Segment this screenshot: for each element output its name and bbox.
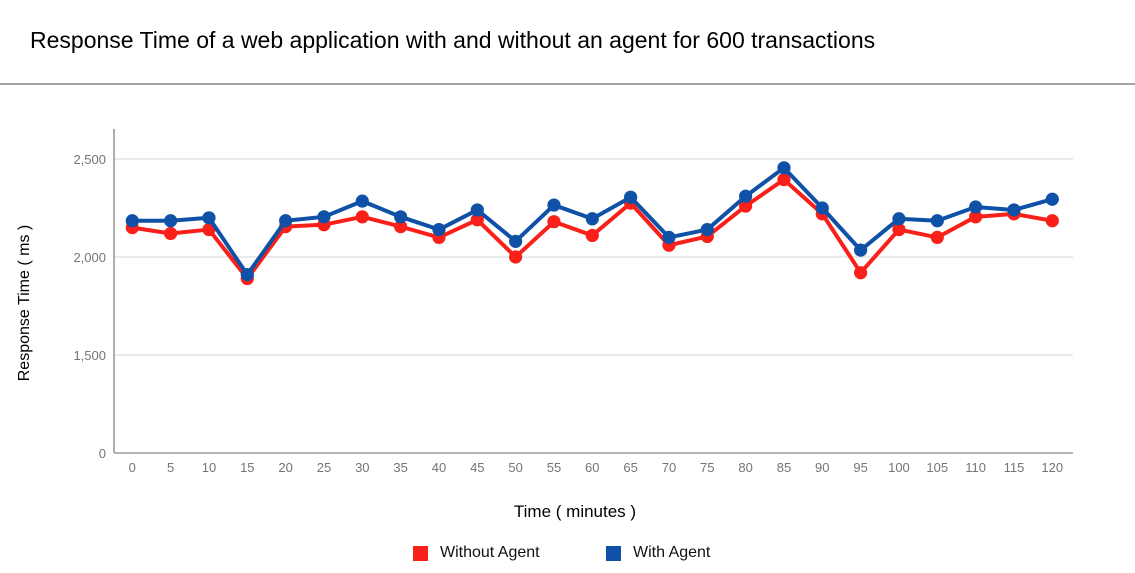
legend-label-without-agent: Without Agent bbox=[440, 544, 540, 561]
data-point-0-85 bbox=[777, 172, 791, 187]
data-point-1-25 bbox=[317, 210, 331, 224]
legend-swatch-with-agent bbox=[606, 545, 621, 561]
data-point-1-40 bbox=[432, 222, 446, 237]
data-point-0-55 bbox=[547, 215, 561, 229]
data-point-0-35 bbox=[394, 220, 408, 234]
x-tick-label-15: 15 bbox=[240, 460, 255, 475]
data-point-1-50 bbox=[509, 234, 523, 248]
data-point-1-10 bbox=[202, 211, 216, 225]
y-tick-label-0: 0 bbox=[98, 445, 106, 461]
data-point-1-20 bbox=[279, 214, 293, 228]
data-point-1-80 bbox=[739, 189, 753, 203]
x-tick-label-85: 85 bbox=[776, 460, 792, 475]
data-point-0-80 bbox=[739, 199, 753, 213]
y-tick-label-1500: 1,500 bbox=[73, 347, 106, 363]
chart-title: Response Time of a web application with … bbox=[30, 27, 876, 53]
data-point-0-30 bbox=[355, 210, 369, 224]
data-point-1-5 bbox=[164, 214, 178, 228]
x-tick-label-105: 105 bbox=[926, 460, 949, 475]
data-point-1-105 bbox=[930, 214, 944, 228]
y-tick-label-2000: 2,000 bbox=[73, 249, 106, 265]
x-tick-label-65: 65 bbox=[623, 460, 638, 475]
x-tick-label-0: 0 bbox=[128, 460, 136, 475]
x-tick-label-70: 70 bbox=[661, 460, 677, 475]
data-point-1-55 bbox=[547, 198, 561, 212]
x-tick-label-100: 100 bbox=[888, 460, 910, 475]
x-tick-label-5: 5 bbox=[167, 460, 175, 475]
data-point-1-30 bbox=[355, 194, 369, 208]
x-tick-label-45: 45 bbox=[470, 460, 485, 475]
legend-label-with-agent: With Agent bbox=[633, 544, 711, 561]
y-axis-title: Response Time ( ms ) bbox=[16, 224, 33, 382]
data-point-1-0 bbox=[125, 214, 139, 228]
x-tick-label-115: 115 bbox=[1003, 460, 1025, 475]
x-tick-label-55: 55 bbox=[546, 460, 562, 475]
data-point-0-120 bbox=[1045, 214, 1059, 228]
legend-item-without-agent[interactable]: Without Agent bbox=[413, 544, 540, 562]
data-point-1-95 bbox=[854, 243, 868, 257]
x-tick-label-40: 40 bbox=[431, 460, 447, 475]
data-point-1-45 bbox=[470, 203, 484, 217]
x-tick-label-90: 90 bbox=[815, 460, 830, 475]
data-point-1-85 bbox=[777, 161, 791, 175]
data-point-0-105 bbox=[930, 230, 944, 244]
data-point-1-90 bbox=[815, 201, 829, 215]
data-point-0-110 bbox=[969, 210, 983, 224]
x-tick-label-60: 60 bbox=[585, 460, 600, 475]
data-point-0-60 bbox=[585, 228, 599, 243]
data-point-0-50 bbox=[509, 250, 523, 264]
data-point-1-70 bbox=[662, 230, 676, 244]
x-tick-label-75: 75 bbox=[700, 460, 715, 475]
data-point-0-100 bbox=[892, 222, 906, 237]
x-tick-label-95: 95 bbox=[853, 460, 868, 475]
x-axis-title: Time ( minutes ) bbox=[513, 502, 637, 521]
data-point-1-120 bbox=[1045, 192, 1059, 206]
y-tick-label-2500: 2,500 bbox=[73, 151, 106, 167]
data-point-1-15 bbox=[240, 268, 254, 282]
x-tick-label-120: 120 bbox=[1041, 460, 1064, 475]
data-point-0-5 bbox=[164, 226, 178, 241]
data-point-1-60 bbox=[585, 212, 599, 226]
legend-swatch-without-agent bbox=[413, 545, 428, 561]
data-point-0-45 bbox=[470, 213, 484, 227]
chart-legend: Without Agent With Agent bbox=[0, 543, 1135, 565]
x-tick-label-35: 35 bbox=[393, 460, 408, 475]
x-tick-label-20: 20 bbox=[278, 460, 293, 475]
x-tick-label-80: 80 bbox=[738, 460, 753, 475]
data-point-1-35 bbox=[394, 210, 408, 224]
x-tick-label-50: 50 bbox=[508, 460, 523, 475]
x-tick-label-25: 25 bbox=[316, 460, 332, 475]
data-point-1-65 bbox=[624, 190, 638, 204]
legend-item-with-agent[interactable]: With Agent bbox=[606, 544, 710, 562]
data-point-1-100 bbox=[892, 212, 906, 226]
x-tick-label-30: 30 bbox=[355, 460, 370, 475]
title-divider bbox=[0, 83, 1135, 85]
data-point-1-110 bbox=[969, 200, 983, 214]
data-point-0-95 bbox=[854, 266, 868, 280]
x-tick-label-10: 10 bbox=[201, 460, 217, 475]
x-tick-label-110: 110 bbox=[965, 460, 986, 475]
data-point-1-115 bbox=[1007, 203, 1021, 217]
data-point-1-75 bbox=[700, 222, 714, 237]
